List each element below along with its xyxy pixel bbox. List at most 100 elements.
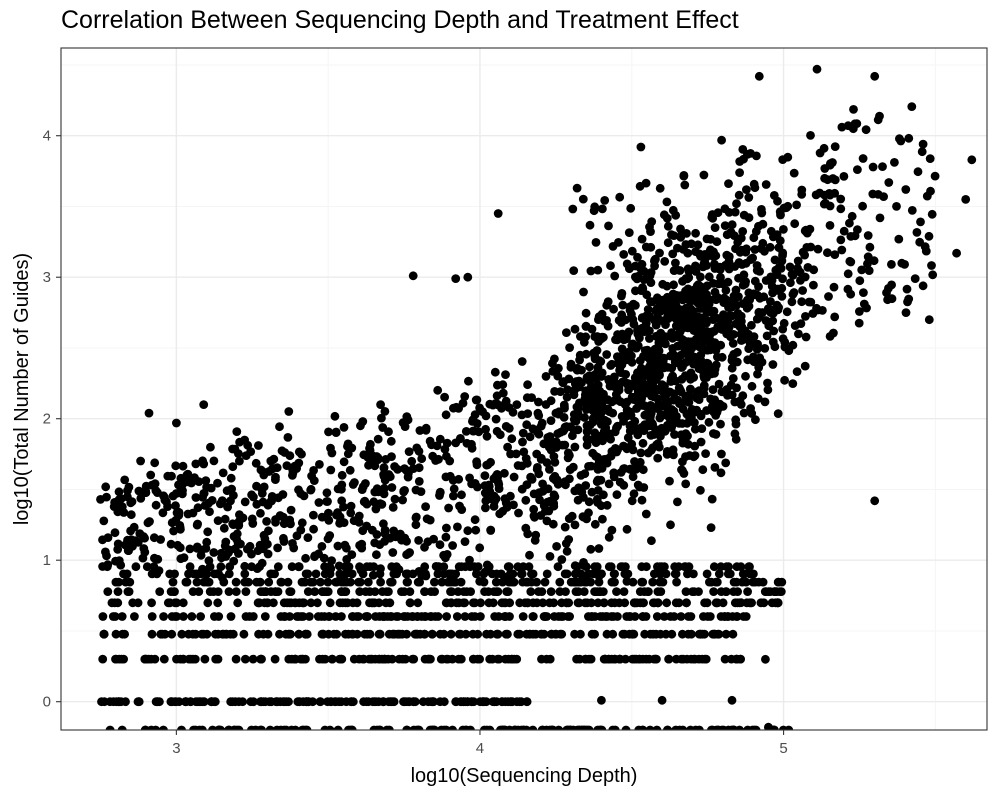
data-point bbox=[573, 425, 583, 435]
data-point bbox=[335, 654, 344, 664]
data-point bbox=[629, 598, 639, 608]
data-point bbox=[292, 464, 301, 473]
data-point bbox=[735, 157, 745, 166]
data-point bbox=[593, 598, 603, 608]
data-point bbox=[167, 471, 176, 481]
data-point bbox=[793, 256, 803, 266]
data-point bbox=[636, 448, 646, 458]
data-point bbox=[721, 629, 731, 639]
data-point bbox=[151, 697, 161, 707]
data-point bbox=[247, 514, 257, 524]
data-point bbox=[669, 450, 678, 460]
data-point bbox=[792, 367, 802, 376]
data-point bbox=[624, 408, 634, 418]
data-point bbox=[563, 385, 572, 395]
data-point bbox=[802, 228, 812, 238]
data-point bbox=[363, 612, 372, 621]
data-point bbox=[664, 412, 674, 422]
data-point bbox=[207, 496, 217, 505]
data-point bbox=[377, 413, 386, 423]
data-point bbox=[364, 460, 373, 470]
data-point bbox=[809, 265, 819, 275]
data-point bbox=[569, 577, 579, 587]
data-point bbox=[189, 569, 199, 579]
data-point bbox=[565, 451, 574, 460]
data-point bbox=[306, 577, 316, 587]
data-point bbox=[761, 180, 771, 189]
data-point bbox=[610, 569, 619, 579]
data-point bbox=[553, 562, 563, 572]
data-point bbox=[741, 612, 751, 621]
data-point bbox=[646, 278, 656, 287]
data-point bbox=[317, 542, 327, 551]
data-point bbox=[183, 469, 193, 479]
data-point bbox=[927, 261, 936, 270]
data-point bbox=[134, 697, 144, 707]
data-point bbox=[501, 370, 510, 379]
data-point bbox=[442, 598, 452, 608]
data-point bbox=[859, 288, 868, 297]
data-point bbox=[648, 577, 658, 587]
data-point bbox=[504, 562, 514, 572]
data-point bbox=[400, 486, 409, 495]
data-point bbox=[845, 218, 854, 228]
data-point bbox=[626, 420, 636, 430]
x-tick-label: 5 bbox=[779, 740, 787, 757]
data-point bbox=[716, 468, 726, 478]
data-point bbox=[420, 587, 429, 596]
data-point bbox=[451, 402, 461, 412]
data-point bbox=[363, 452, 373, 462]
data-point bbox=[638, 725, 647, 730]
data-point bbox=[618, 629, 628, 639]
data-point bbox=[646, 242, 656, 252]
data-point bbox=[766, 226, 776, 236]
data-point bbox=[546, 396, 556, 406]
data-point bbox=[337, 470, 347, 480]
data-point bbox=[286, 505, 296, 515]
data-point bbox=[632, 404, 641, 413]
data-point bbox=[126, 526, 135, 536]
data-point bbox=[271, 517, 280, 527]
data-points bbox=[96, 64, 977, 730]
data-point bbox=[482, 460, 492, 470]
data-point bbox=[686, 725, 695, 730]
data-point bbox=[672, 265, 682, 275]
data-point bbox=[584, 654, 594, 664]
data-point bbox=[357, 539, 367, 549]
data-point bbox=[204, 577, 214, 587]
data-point bbox=[925, 154, 935, 164]
data-point bbox=[258, 467, 268, 477]
data-point bbox=[226, 496, 235, 506]
data-point bbox=[584, 462, 593, 471]
data-point bbox=[311, 569, 321, 579]
data-point bbox=[708, 315, 718, 324]
data-point bbox=[728, 374, 738, 383]
data-point bbox=[585, 375, 595, 384]
data-point bbox=[610, 271, 620, 281]
data-point bbox=[376, 577, 385, 587]
data-point bbox=[519, 447, 529, 457]
data-point bbox=[659, 210, 669, 220]
data-point bbox=[98, 654, 108, 664]
data-point bbox=[394, 565, 404, 574]
data-point bbox=[297, 449, 306, 459]
data-point bbox=[324, 427, 333, 437]
data-point bbox=[226, 697, 236, 707]
data-point bbox=[775, 236, 785, 246]
data-point bbox=[733, 312, 743, 321]
data-point bbox=[608, 629, 618, 639]
data-point bbox=[549, 490, 559, 500]
data-point bbox=[604, 479, 614, 489]
data-point bbox=[736, 562, 746, 572]
data-point bbox=[373, 434, 383, 444]
data-point bbox=[825, 332, 835, 341]
data-point bbox=[702, 234, 712, 244]
data-point bbox=[105, 697, 115, 707]
data-point bbox=[638, 577, 648, 587]
data-point bbox=[309, 510, 318, 520]
data-point bbox=[303, 569, 313, 579]
data-point bbox=[299, 491, 309, 501]
data-point bbox=[744, 344, 754, 353]
data-point bbox=[696, 485, 705, 495]
data-point bbox=[429, 534, 438, 544]
